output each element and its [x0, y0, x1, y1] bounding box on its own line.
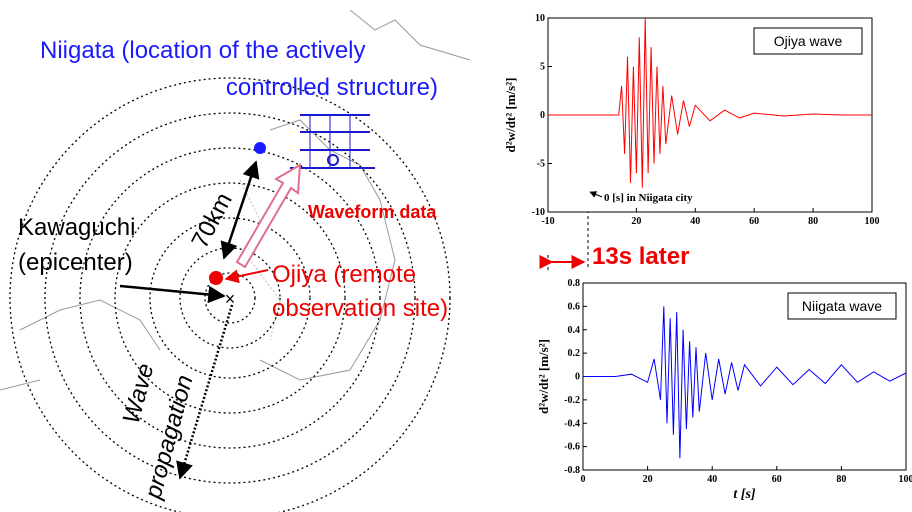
x-tick-label: 80: [836, 474, 846, 485]
map-title: controlled structure): [226, 74, 438, 101]
delay-label: 13s later: [592, 243, 689, 270]
y-tick-label: 0: [540, 110, 545, 121]
annotation: Ojiya wave: [753, 27, 863, 55]
x-tick-label: 0: [581, 474, 586, 485]
epicenter-arrow: [119, 284, 226, 304]
annotation-text: Niigata wave: [802, 298, 882, 314]
x-tick-label: 100: [899, 474, 912, 485]
epicenter-label: Kawaguchi: [18, 214, 135, 241]
note-text: 0 [s] in Niigata city: [604, 192, 693, 204]
y-tick-label: -10: [532, 207, 545, 218]
charts: -10 20 40 60 80 100 -10 -5 0 5 10 d²w/dt² [m/s²] Oji…: [503, 13, 912, 502]
epicenter-label: (epicenter): [18, 249, 133, 276]
site-label: Ojiya (remote: [272, 261, 416, 288]
y-tick-label: 10: [535, 13, 545, 24]
waveform-label: Waveform data: [308, 202, 437, 222]
annotation-text: Ojiya wave: [774, 33, 843, 49]
y-tick-label: -5: [537, 159, 545, 170]
distance-arrow: [220, 160, 260, 260]
x-tick-label: -10: [541, 216, 554, 227]
x-tick-label: 80: [808, 216, 818, 227]
site-arrow: [224, 269, 269, 284]
map-title: Niigata (location of the actively: [40, 37, 366, 64]
niigata-dot: [254, 142, 266, 154]
y-tick-label: 5: [540, 62, 545, 73]
y-tick-label: -0.8: [564, 465, 580, 476]
x-tick-label: 40: [690, 216, 700, 227]
y-tick-label: -0.6: [564, 442, 580, 453]
y-tick-label: 0.4: [568, 325, 581, 336]
epicenter-mark: ×: [225, 289, 236, 309]
map: × Niigata (location of the actively cont…: [0, 9, 471, 512]
y-tick-label: 0: [575, 372, 580, 383]
x-tick-label: 60: [772, 474, 782, 485]
y-tick-label: -0.2: [564, 395, 580, 406]
propagation-label: Wave: [118, 361, 160, 427]
y-tick-label: 0.2: [568, 348, 581, 359]
annotation-box: [787, 292, 897, 320]
y-tick-label: 0.6: [568, 301, 581, 312]
annotation: Niigata wave: [787, 292, 897, 320]
x-axis-label: t [s]: [733, 487, 756, 502]
x-tick-label: 60: [749, 216, 759, 227]
structure-icon: [290, 114, 375, 169]
note-arrow: [589, 191, 603, 198]
ojiya-dot: [209, 271, 223, 285]
x-tick-label: 20: [643, 474, 653, 485]
x-tick-label: 20: [631, 216, 641, 227]
waveform: [548, 17, 872, 188]
y-axis-label: d²w/dt² [m/s²]: [503, 78, 518, 153]
site-label: observation site): [272, 295, 448, 322]
x-tick-label: 100: [865, 216, 880, 227]
waveform-arrow: [235, 163, 302, 269]
y-tick-label: -0.4: [564, 418, 580, 429]
x-tick-label: 40: [707, 474, 717, 485]
waveform: [583, 306, 907, 459]
y-tick-label: 0.8: [568, 278, 581, 289]
annotation-box: [753, 27, 863, 55]
y-axis-label: d²w/dt² [m/s²]: [536, 339, 551, 414]
